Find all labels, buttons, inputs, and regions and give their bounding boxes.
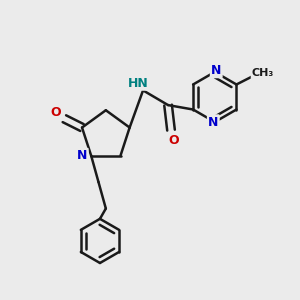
Text: O: O (51, 106, 62, 119)
Text: CH₃: CH₃ (252, 68, 274, 78)
Text: O: O (169, 134, 179, 147)
Text: HN: HN (128, 76, 149, 89)
Text: N: N (208, 116, 218, 128)
Text: N: N (211, 64, 221, 77)
Text: N: N (77, 149, 88, 162)
